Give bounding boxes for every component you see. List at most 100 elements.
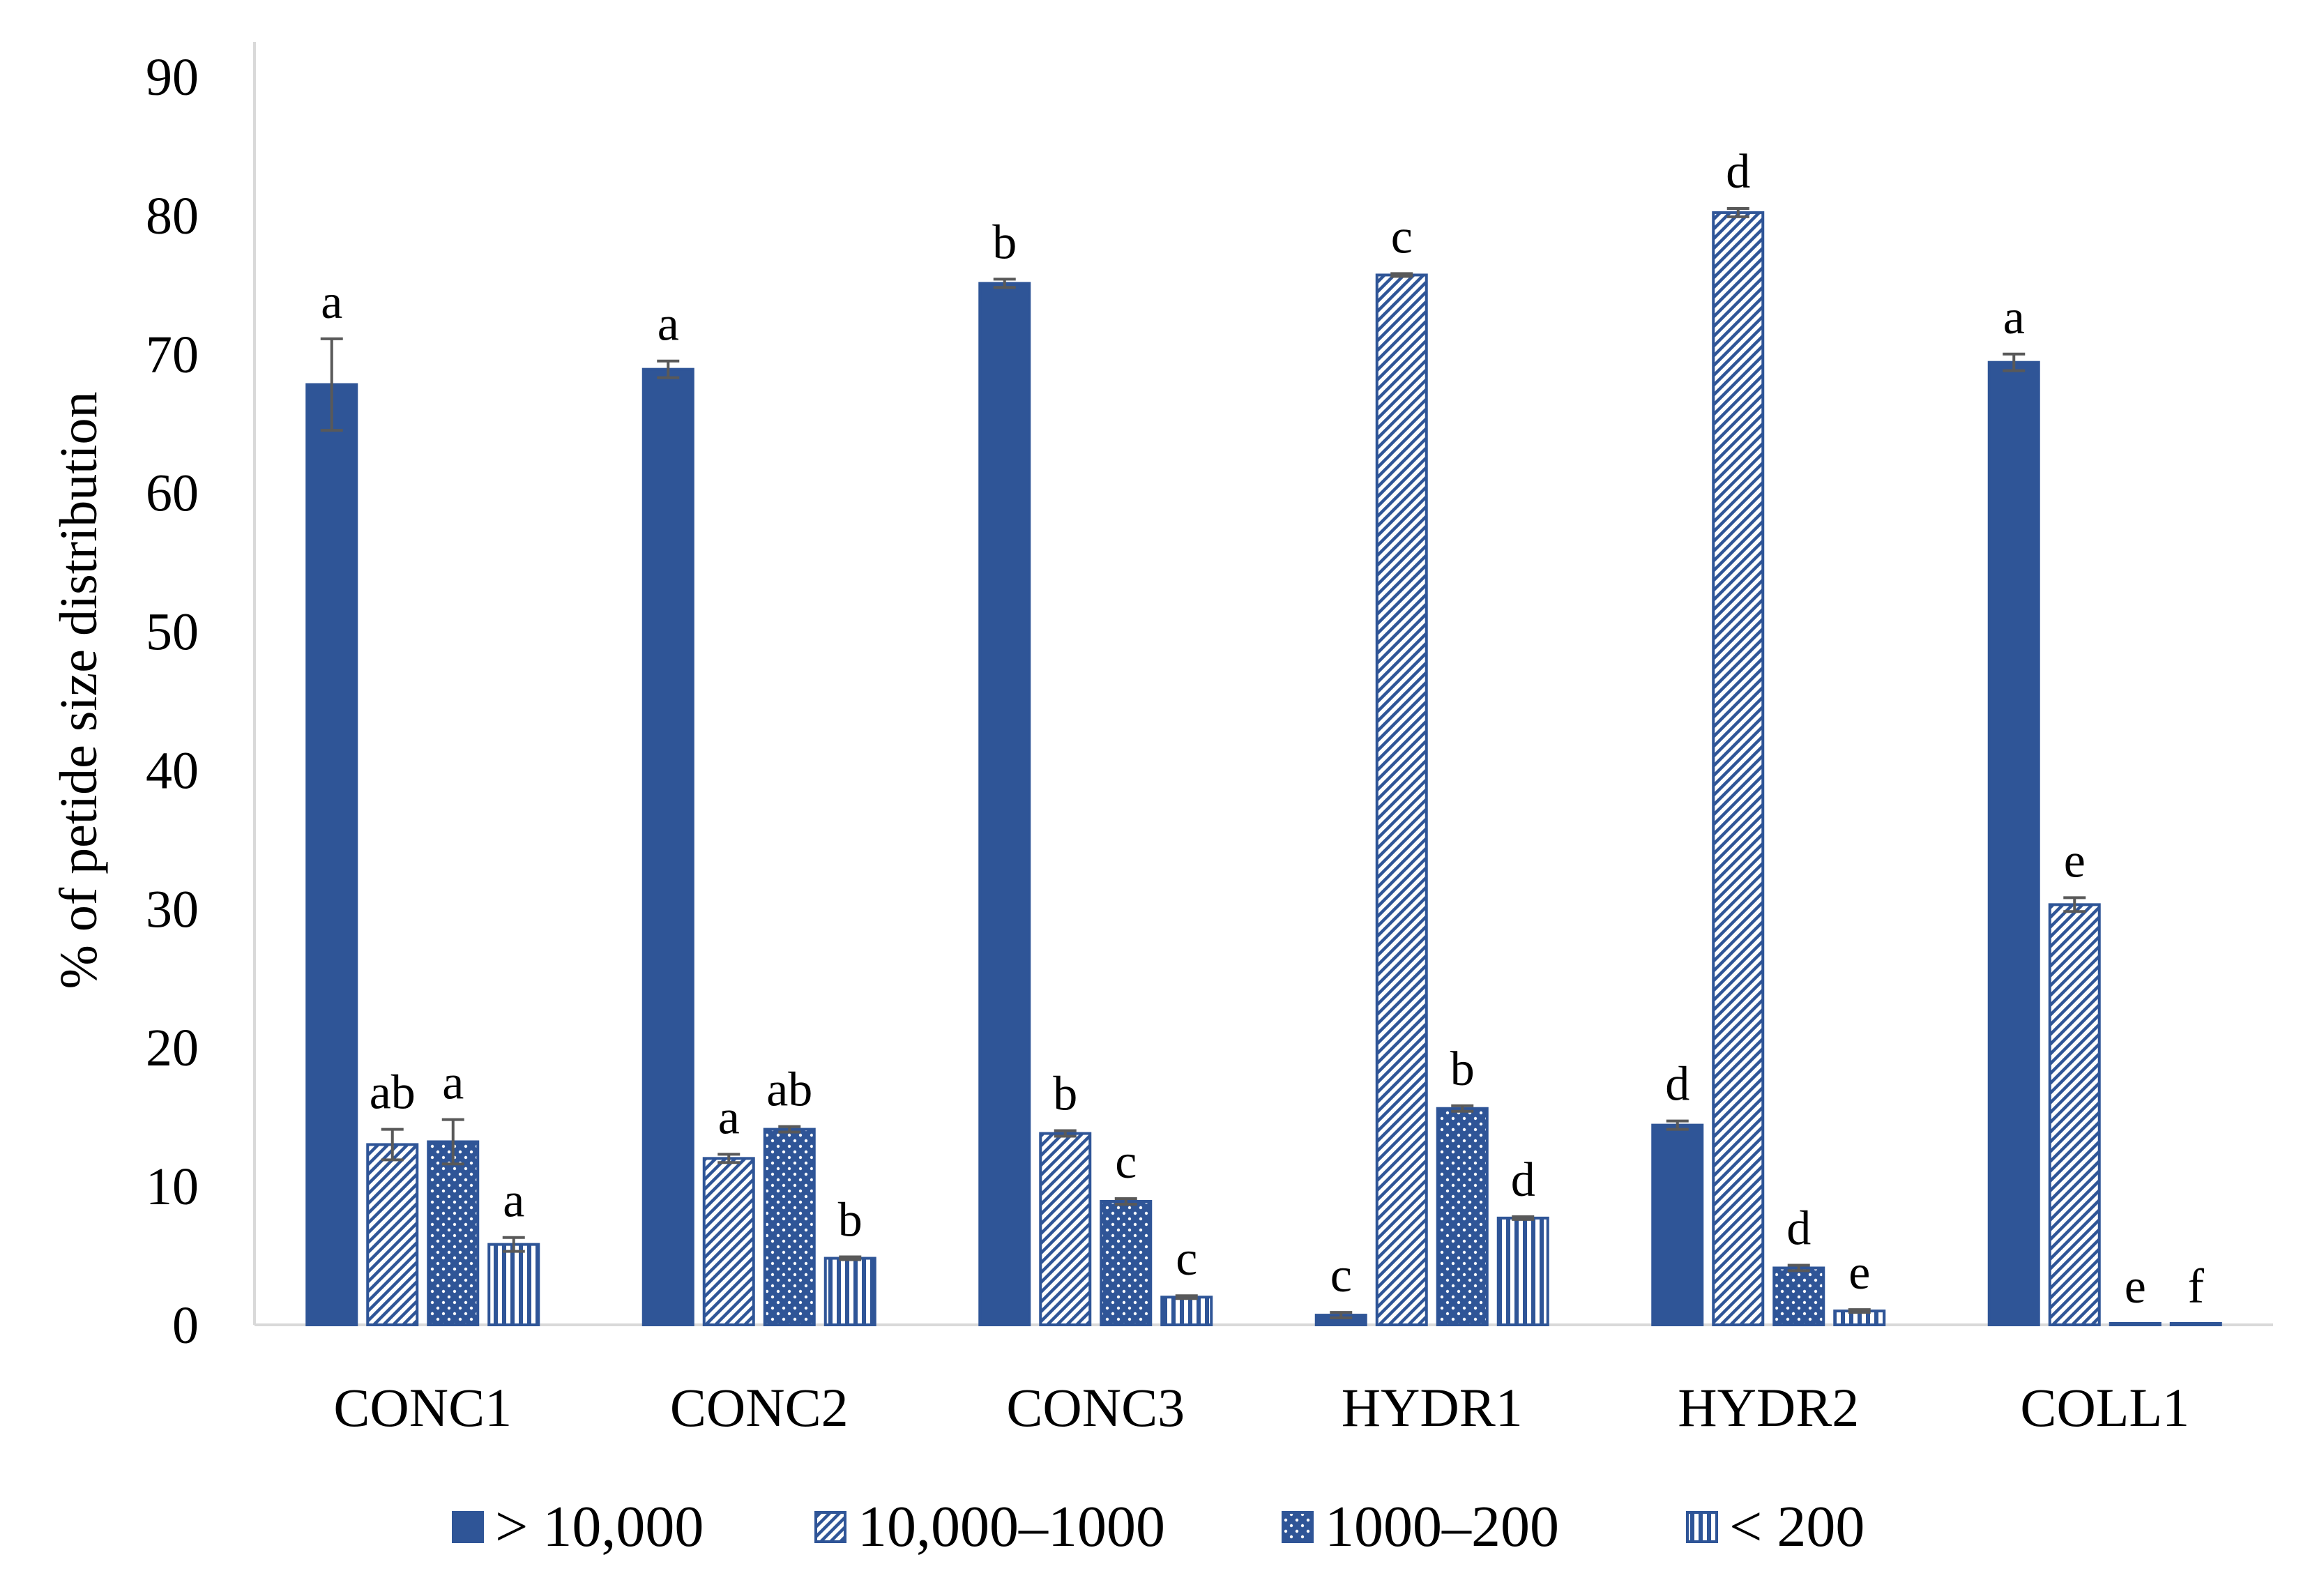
labels: aab aaCONC1aaabbCONC2bbccCONC3ccbdHYDR1dd… [321,145,2204,1438]
x-tick-label: CONC1 [333,1377,512,1438]
bar-conc1-series-3 [427,1140,480,1326]
significance-letter: d [1786,1201,1811,1255]
y-tick-label: 90 [146,48,199,107]
x-tick-label: COLL1 [2020,1377,2189,1438]
significance-letter: ab [370,1066,416,1120]
x-tick-label: HYDR1 [1342,1377,1523,1438]
error-bar [839,1255,862,1261]
error-bar [778,1125,801,1134]
error-bar [1390,272,1413,278]
legend-item: 1000–200 [1282,1494,1559,1559]
bar-conc2-series-1 [641,367,694,1327]
legend-item: 10,000–1000 [814,1494,1165,1559]
bar-hydr2-series-3 [1772,1266,1825,1327]
bars [305,206,2222,1327]
significance-letter: f [2188,1260,2205,1314]
significance-letter: b [992,215,1017,269]
bar-conc3-series-4 [1160,1296,1213,1326]
significance-letter: a [718,1091,740,1144]
y-tick-label: 80 [146,187,199,245]
bar-hydr2-series-2 [1712,211,1765,1326]
significance-letter: e [2064,834,2086,888]
bar-coll1-series-4 [2169,1322,2222,1326]
bar-coll1-series-3 [2109,1322,2162,1326]
x-tick-label: CONC2 [670,1377,849,1438]
error-bar [993,278,1016,289]
significance-letter: b [1450,1042,1475,1096]
significance-letter: b [1053,1068,1077,1121]
error-bar [717,1153,741,1164]
y-tick-label: 70 [146,326,199,384]
bar-hydr2-series-1 [1651,1123,1704,1326]
y-tick-label: 60 [146,464,199,523]
y-tick-label: 0 [172,1296,199,1355]
bar-conc3-series-2 [1039,1132,1092,1326]
significance-letter: d [1726,145,1750,199]
bar-conc1-series-2 [366,1143,419,1326]
legend-label: 10,000–1000 [858,1494,1165,1559]
legend-label: < 200 [1729,1494,1864,1559]
bar-conc3-series-1 [978,282,1031,1326]
error-bar [1787,1263,1810,1273]
significance-letter: a [442,1056,464,1110]
significance-letter: d [1511,1153,1535,1207]
bar-conc1-series-1 [305,383,358,1326]
legend-item: < 200 [1686,1494,1864,1559]
error-bar [1175,1294,1198,1300]
legend-swatch [452,1511,484,1543]
error-bar [381,1128,404,1162]
y-axis-title: % of petide size distribution [50,392,108,989]
legend-swatch [1686,1511,1718,1543]
significance-letter: e [1848,1246,1870,1300]
significance-letter: e [2125,1260,2146,1314]
significance-letter: a [2003,291,2025,344]
error-bar [1054,1129,1077,1138]
legend-item: > 10,000 [452,1494,704,1559]
error-bar [1848,1308,1871,1314]
error-bar [657,359,680,379]
bar-coll1-series-1 [1987,360,2040,1327]
bar-conc2-series-3 [763,1128,816,1326]
error-bar [1726,206,1749,218]
error-bar [2003,352,2026,372]
bar-conc2-series-4 [823,1257,876,1326]
significance-letter: b [838,1194,863,1247]
legend: > 10,000 10,000–1000 1000–200 < 200 [452,1494,1864,1559]
significance-letter: ab [766,1063,812,1117]
y-tick-label: 30 [146,880,199,939]
bar-conc1-series-4 [487,1243,540,1326]
bar-hydr1-series-4 [1496,1216,1549,1327]
y-tick-label: 40 [146,741,199,800]
bar-hydr1-series-2 [1375,273,1428,1326]
significance-letter: d [1665,1058,1689,1111]
legend-label: > 10,000 [495,1494,704,1559]
error-bar [2063,896,2086,913]
significance-letter: a [321,275,342,329]
error-bar [1666,1119,1689,1131]
error-bar [1330,1311,1353,1320]
significance-letter: a [503,1174,524,1228]
significance-letter: c [1176,1232,1197,1286]
error-bar [502,1236,525,1253]
significance-letter: c [1391,210,1413,264]
y-tick-label: 20 [146,1019,199,1077]
error-bar [1512,1215,1535,1221]
x-tick-label: CONC3 [1006,1377,1185,1438]
bar-hydr1-series-3 [1436,1107,1489,1326]
error-bar [320,337,343,432]
legend-swatch [814,1511,846,1543]
y-tick-label: 10 [146,1157,199,1216]
x-tick-label: HYDR2 [1678,1377,1859,1438]
significance-letter: c [1330,1249,1352,1303]
error-bar [441,1118,464,1166]
y-tick-label: 50 [146,603,199,662]
legend-swatch [1282,1511,1314,1543]
legend-label: 1000–200 [1325,1494,1559,1559]
error-bar [1451,1104,1474,1113]
error-bar [1114,1197,1137,1206]
significance-letter: a [658,298,679,351]
axes: 0 10 20 30 40 50 60 70 80 90 % of petide size dist… [50,42,2273,1355]
bar-coll1-series-2 [2048,903,2101,1327]
